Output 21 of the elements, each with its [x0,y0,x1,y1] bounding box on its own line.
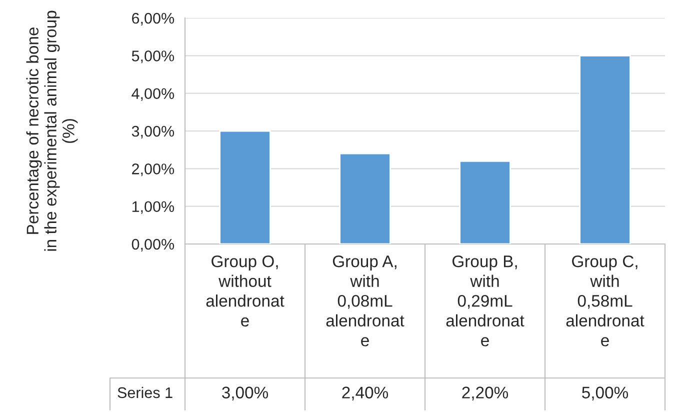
bar [219,130,271,244]
x-tick-label: Group A, with 0,08mL alendronate [326,255,404,346]
y-tick-label: 2,00% [132,164,174,176]
y-axis-title: Percentage of necrotic bone in the experimental animal group (%) [26,10,78,251]
y-tick-label: 1,00% [132,201,174,214]
x-tick-label: Group B, with 0,29mL alendronate [446,255,524,346]
text: 2,20% [462,386,508,400]
y-tick-label: 3,00% [132,126,174,138]
x-tick-label: Group C, with 0,58mL alendronate [566,255,644,346]
x-tick-label: Group O, without alendronate [206,255,284,327]
text: 2,40% [342,386,388,400]
y-tick-label: 6,00% [132,12,174,26]
text: Series 1 [118,386,172,398]
y-tick-label: 4,00% [132,88,174,101]
bar [579,54,631,244]
bar [339,152,391,244]
bar [459,160,511,244]
text: 3,00% [222,386,268,400]
y-tick-label: 5,00% [132,50,174,64]
y-tick-label: 0,00% [132,238,174,252]
text: 5,00% [582,386,628,400]
